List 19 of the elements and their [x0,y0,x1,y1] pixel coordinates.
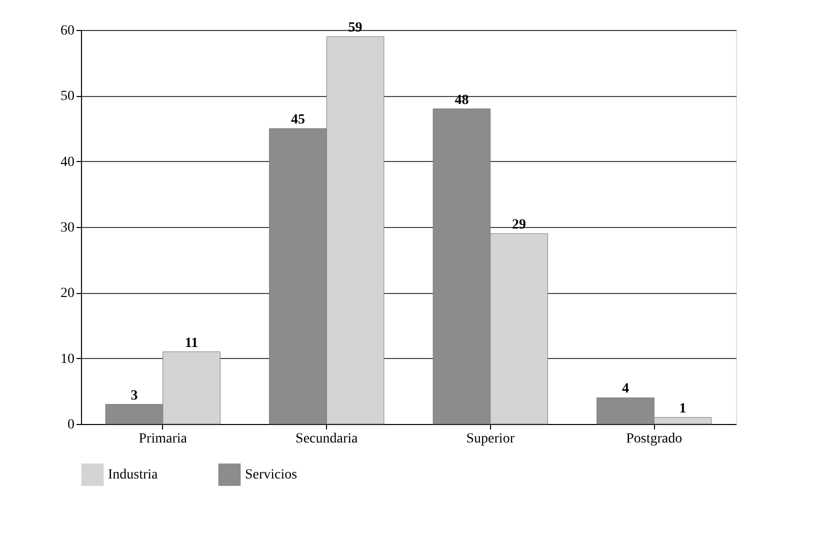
x-tick-label: Postgrado [626,432,682,446]
y-tick-label: 20 [60,286,74,302]
data-label: 4 [622,382,629,397]
y-tick-label: 40 [60,154,74,170]
data-label: 45 [290,112,305,128]
data-label: 3 [130,388,138,404]
data-label: 1 [679,401,686,416]
data-label: 11 [184,336,198,351]
y-tick-label: 10 [60,352,74,367]
x-tick-label: Superior [466,432,515,446]
y-tick-label: 60 [60,24,74,38]
y-tick-label: 0 [68,418,74,432]
y-tick-label: 30 [60,220,74,236]
x-tick-label: Primaria [138,432,188,446]
legend-label: Industria [108,468,159,483]
legend-label: Servicios [245,468,298,483]
y-tick-label: 50 [60,89,74,104]
data-label: 48 [454,92,469,108]
x-tick-label: Secundaria [296,432,359,446]
